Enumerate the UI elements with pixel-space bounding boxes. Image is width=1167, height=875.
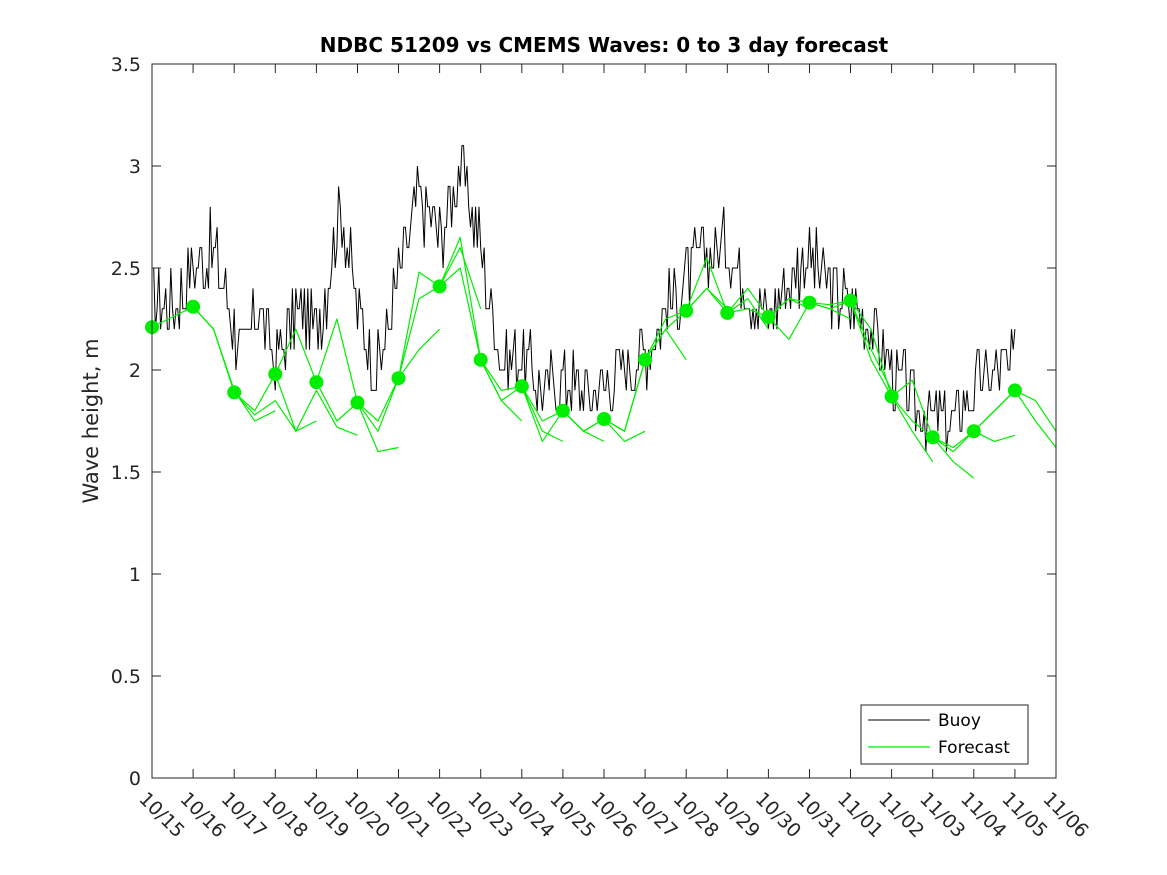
- forecast-point: [309, 375, 324, 390]
- forecast-point: [597, 412, 611, 426]
- forecast-point: [884, 389, 899, 404]
- forecast-point: [186, 299, 201, 314]
- forecast-points: [145, 279, 1022, 445]
- forecast-run-line: [439, 267, 564, 442]
- y-tick-label: 0: [129, 768, 141, 790]
- forecast-point: [473, 352, 488, 367]
- y-tick-label: 2: [129, 360, 141, 382]
- forecast-point: [555, 403, 570, 418]
- y-axis-label: Wave height, m: [79, 338, 103, 503]
- forecast-point: [966, 424, 981, 439]
- chart-title: NDBC 51209 vs CMEMS Waves: 0 to 3 day fo…: [320, 33, 889, 57]
- forecast-run-line: [891, 379, 1016, 453]
- plot-frame: [151, 63, 1057, 779]
- forecast-run-line: [233, 373, 358, 436]
- y-tick-label: 0.5: [111, 666, 141, 688]
- forecast-run-line: [850, 300, 975, 479]
- legend-forecast-label: Forecast: [938, 738, 1010, 758]
- forecast-run-line: [809, 300, 934, 463]
- forecast-run-line: [357, 247, 482, 422]
- forecast-point: [638, 352, 653, 367]
- forecast-point: [432, 279, 447, 294]
- y-tick-label: 2.5: [111, 258, 141, 280]
- forecast-point: [720, 305, 735, 320]
- forecast-point: [802, 295, 817, 310]
- y-tick-label: 3.5: [111, 54, 141, 76]
- forecast-point: [391, 371, 406, 386]
- y-tick-label: 1.5: [111, 462, 141, 484]
- forecast-point: [761, 310, 776, 324]
- forecast-series: [151, 236, 1057, 479]
- forecast-point: [843, 293, 858, 308]
- forecast-point: [268, 367, 283, 382]
- forecast-point: [350, 395, 365, 410]
- axis-ticks: [151, 63, 1057, 779]
- legend-buoy-label: Buoy: [938, 711, 981, 731]
- forecast-run-line: [644, 257, 769, 361]
- forecast-point: [679, 303, 694, 318]
- y-tick-label: 3: [129, 156, 141, 178]
- forecast-run-line: [767, 300, 893, 391]
- y-tick-labels: 0 0.5 1 1.5 2 2.5 3 3.5: [111, 54, 141, 790]
- forecast-run-line: [274, 328, 399, 453]
- forecast-point: [1007, 383, 1022, 398]
- forecast-point: [514, 379, 529, 394]
- forecast-point: [227, 385, 242, 400]
- forecast-run-line: [315, 318, 441, 432]
- legend: Buoy Forecast: [860, 704, 1029, 765]
- forecast-point: [925, 430, 940, 445]
- legend-box: [860, 704, 1029, 765]
- y-tick-label: 1: [129, 564, 141, 586]
